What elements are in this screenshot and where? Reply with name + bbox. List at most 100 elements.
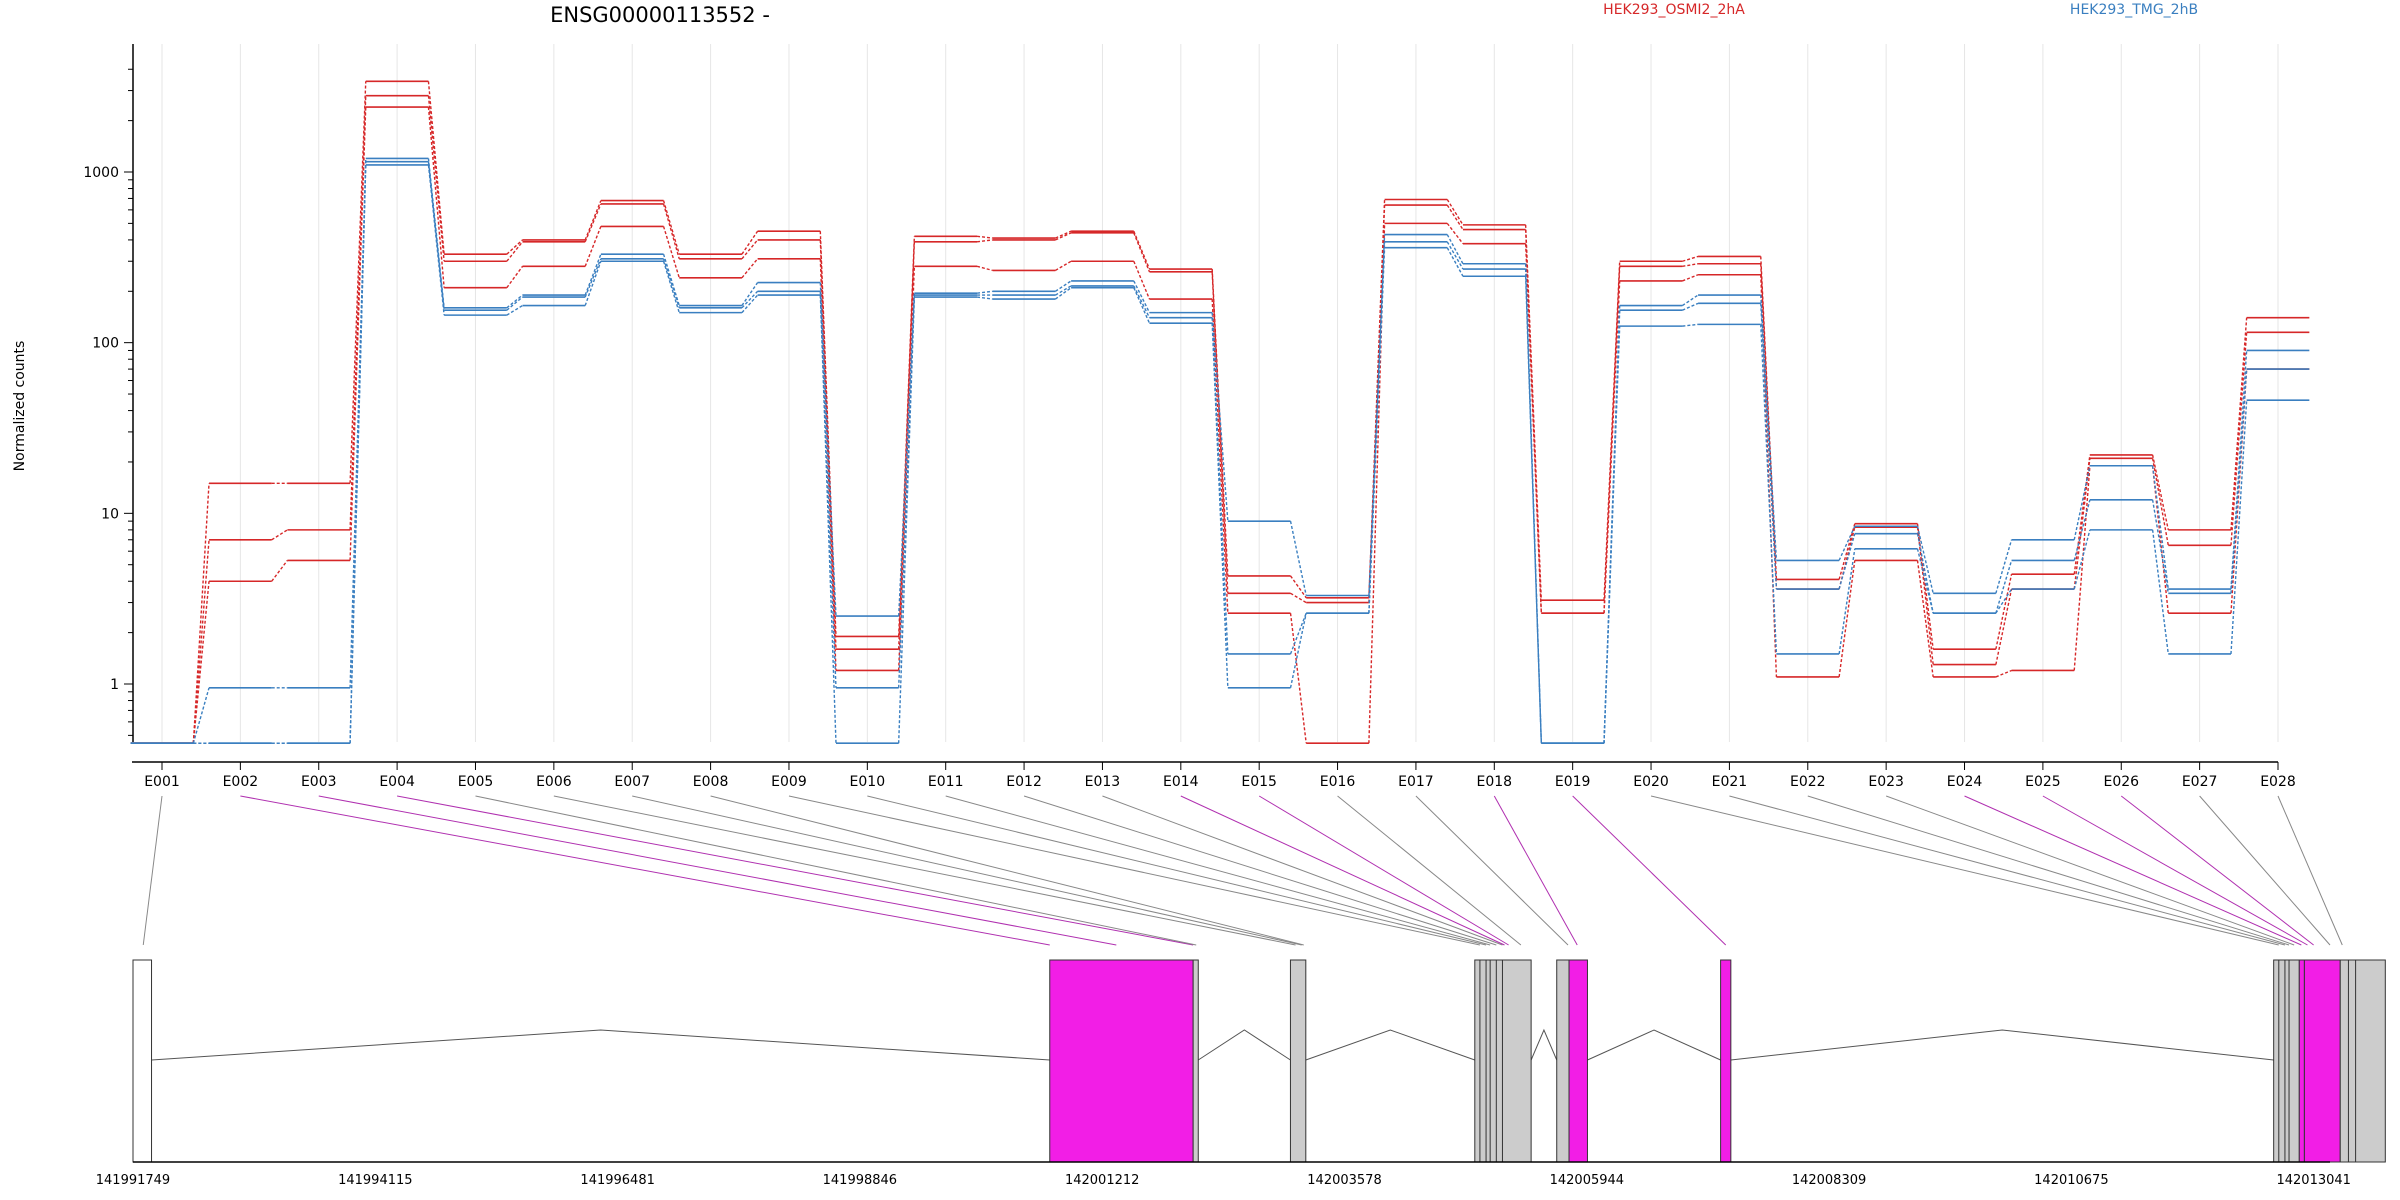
bin-connector — [1682, 255, 1699, 262]
bin-link-E027 — [2199, 795, 2331, 946]
exon-block — [132, 959, 153, 1163]
bin-link-E019 — [1572, 795, 1727, 946]
y-tick-label: 10 — [101, 506, 119, 522]
bin-link-E006 — [553, 795, 1296, 946]
bin-connector — [976, 235, 993, 239]
bin-connector — [819, 282, 837, 617]
bin-connector — [2073, 499, 2091, 561]
bin-connector — [1055, 287, 1072, 300]
bin-connector — [349, 164, 367, 744]
bin-connector — [192, 483, 210, 744]
x-tick-label: E013 — [1085, 774, 1121, 790]
bin-connector — [1055, 260, 1072, 272]
x-tick-label: E024 — [1947, 774, 1983, 790]
bin-connector — [2151, 499, 2169, 594]
genomic-tick-label: 142001212 — [1065, 1173, 1139, 1188]
bin-connector — [741, 294, 759, 314]
bin-connector — [662, 261, 680, 313]
bin-connector — [1916, 527, 1934, 665]
x-tick-label: E019 — [1555, 774, 1591, 790]
bin-connector — [1838, 548, 1856, 655]
bin-connector — [1995, 539, 2013, 594]
genomic-tick-label: 142013041 — [2276, 1173, 2350, 1188]
bin-connector — [427, 81, 445, 255]
bin-link-E003 — [318, 795, 1117, 946]
exon-block — [1568, 959, 1588, 1163]
bin-connector — [1760, 324, 1778, 654]
exon-block — [1192, 959, 1199, 1163]
series-6 — [130, 164, 2310, 744]
bin-connector — [1838, 526, 1856, 590]
bin-connector — [506, 241, 524, 262]
genomic-tick-label: 142010675 — [2034, 1173, 2108, 1188]
bin-connector — [662, 253, 680, 306]
series-5 — [130, 160, 2310, 744]
y-tick-label: 100 — [92, 336, 119, 352]
intron-line — [1530, 1028, 1558, 1061]
bin-connector — [662, 226, 680, 278]
bin-connector — [1916, 533, 1934, 614]
x-tick-label: E008 — [693, 774, 729, 790]
bin-connector — [349, 81, 367, 484]
bin-connector — [1133, 285, 1151, 319]
bin-connector — [1603, 326, 1621, 744]
bin-connector — [1133, 260, 1151, 300]
bin-connector — [897, 293, 916, 617]
bin-link-E013 — [1102, 795, 1503, 946]
x-tick-label: E020 — [1633, 774, 1669, 790]
x-tick-label: E007 — [614, 774, 650, 790]
bin-connector — [976, 290, 993, 294]
exon-block — [2339, 959, 2386, 1163]
bin-connector — [1211, 323, 1229, 688]
genomic-tick-label: 142003578 — [1307, 1173, 1381, 1188]
bin-connector — [192, 539, 210, 744]
intron-line — [1587, 1029, 1721, 1061]
bin-connector — [2073, 529, 2091, 590]
x-tick-label: E014 — [1163, 774, 1199, 790]
bin-connector — [427, 164, 445, 316]
bin-connector — [1446, 247, 1464, 277]
bin-connector — [1916, 548, 1934, 614]
bin-connector — [1055, 280, 1072, 292]
bin-connector — [1682, 302, 1699, 311]
bin-link-E010 — [867, 795, 1487, 946]
bin-link-E024 — [1964, 795, 2302, 946]
bin-connector — [271, 529, 288, 541]
gene-model: 141991749 141994115 141996481 141998846 1420… — [96, 959, 2386, 1188]
bin-connector — [976, 239, 993, 243]
intron-line — [1197, 1029, 1291, 1061]
bin-connector — [1133, 280, 1151, 313]
bin-link-E011 — [945, 795, 1491, 946]
bin-connector — [1211, 317, 1229, 654]
x-tick-label: E021 — [1712, 774, 1748, 790]
x-tick-label: E017 — [1398, 774, 1434, 790]
bin-connector — [584, 226, 602, 267]
bin-connector — [427, 95, 445, 262]
y-tick-label: 1 — [110, 677, 119, 693]
bin-connector — [1211, 271, 1229, 594]
bin-connector — [741, 290, 759, 309]
genomic-tick-label: 141996481 — [580, 1173, 654, 1188]
bin-connector — [1760, 295, 1778, 561]
bin-link-E018 — [1493, 795, 1578, 946]
bin-connector — [662, 203, 680, 259]
bin-connector — [1133, 230, 1151, 270]
bin-connector — [2073, 458, 2091, 590]
bin-connector — [506, 265, 524, 289]
x-tick-label: E016 — [1320, 774, 1356, 790]
bin-connector — [584, 258, 602, 298]
bin-link-E008 — [710, 795, 1304, 946]
x-tick-label: E027 — [2182, 774, 2218, 790]
exon-block — [1049, 959, 1194, 1163]
genomic-tick-label: 142005944 — [1550, 1173, 1624, 1188]
bin-connector — [1838, 533, 1856, 590]
bin-connector — [741, 282, 759, 306]
bin-link-E014 — [1180, 795, 1505, 946]
vertical-gridlines — [161, 44, 2279, 742]
bin-connector — [1916, 560, 1934, 678]
bin-connector — [506, 296, 523, 311]
chart-title: ENSG00000113552 - — [550, 3, 770, 27]
y-tick-label: 1000 — [83, 165, 119, 181]
bin-connector — [2073, 465, 2091, 671]
bin-connector — [1289, 612, 1307, 655]
